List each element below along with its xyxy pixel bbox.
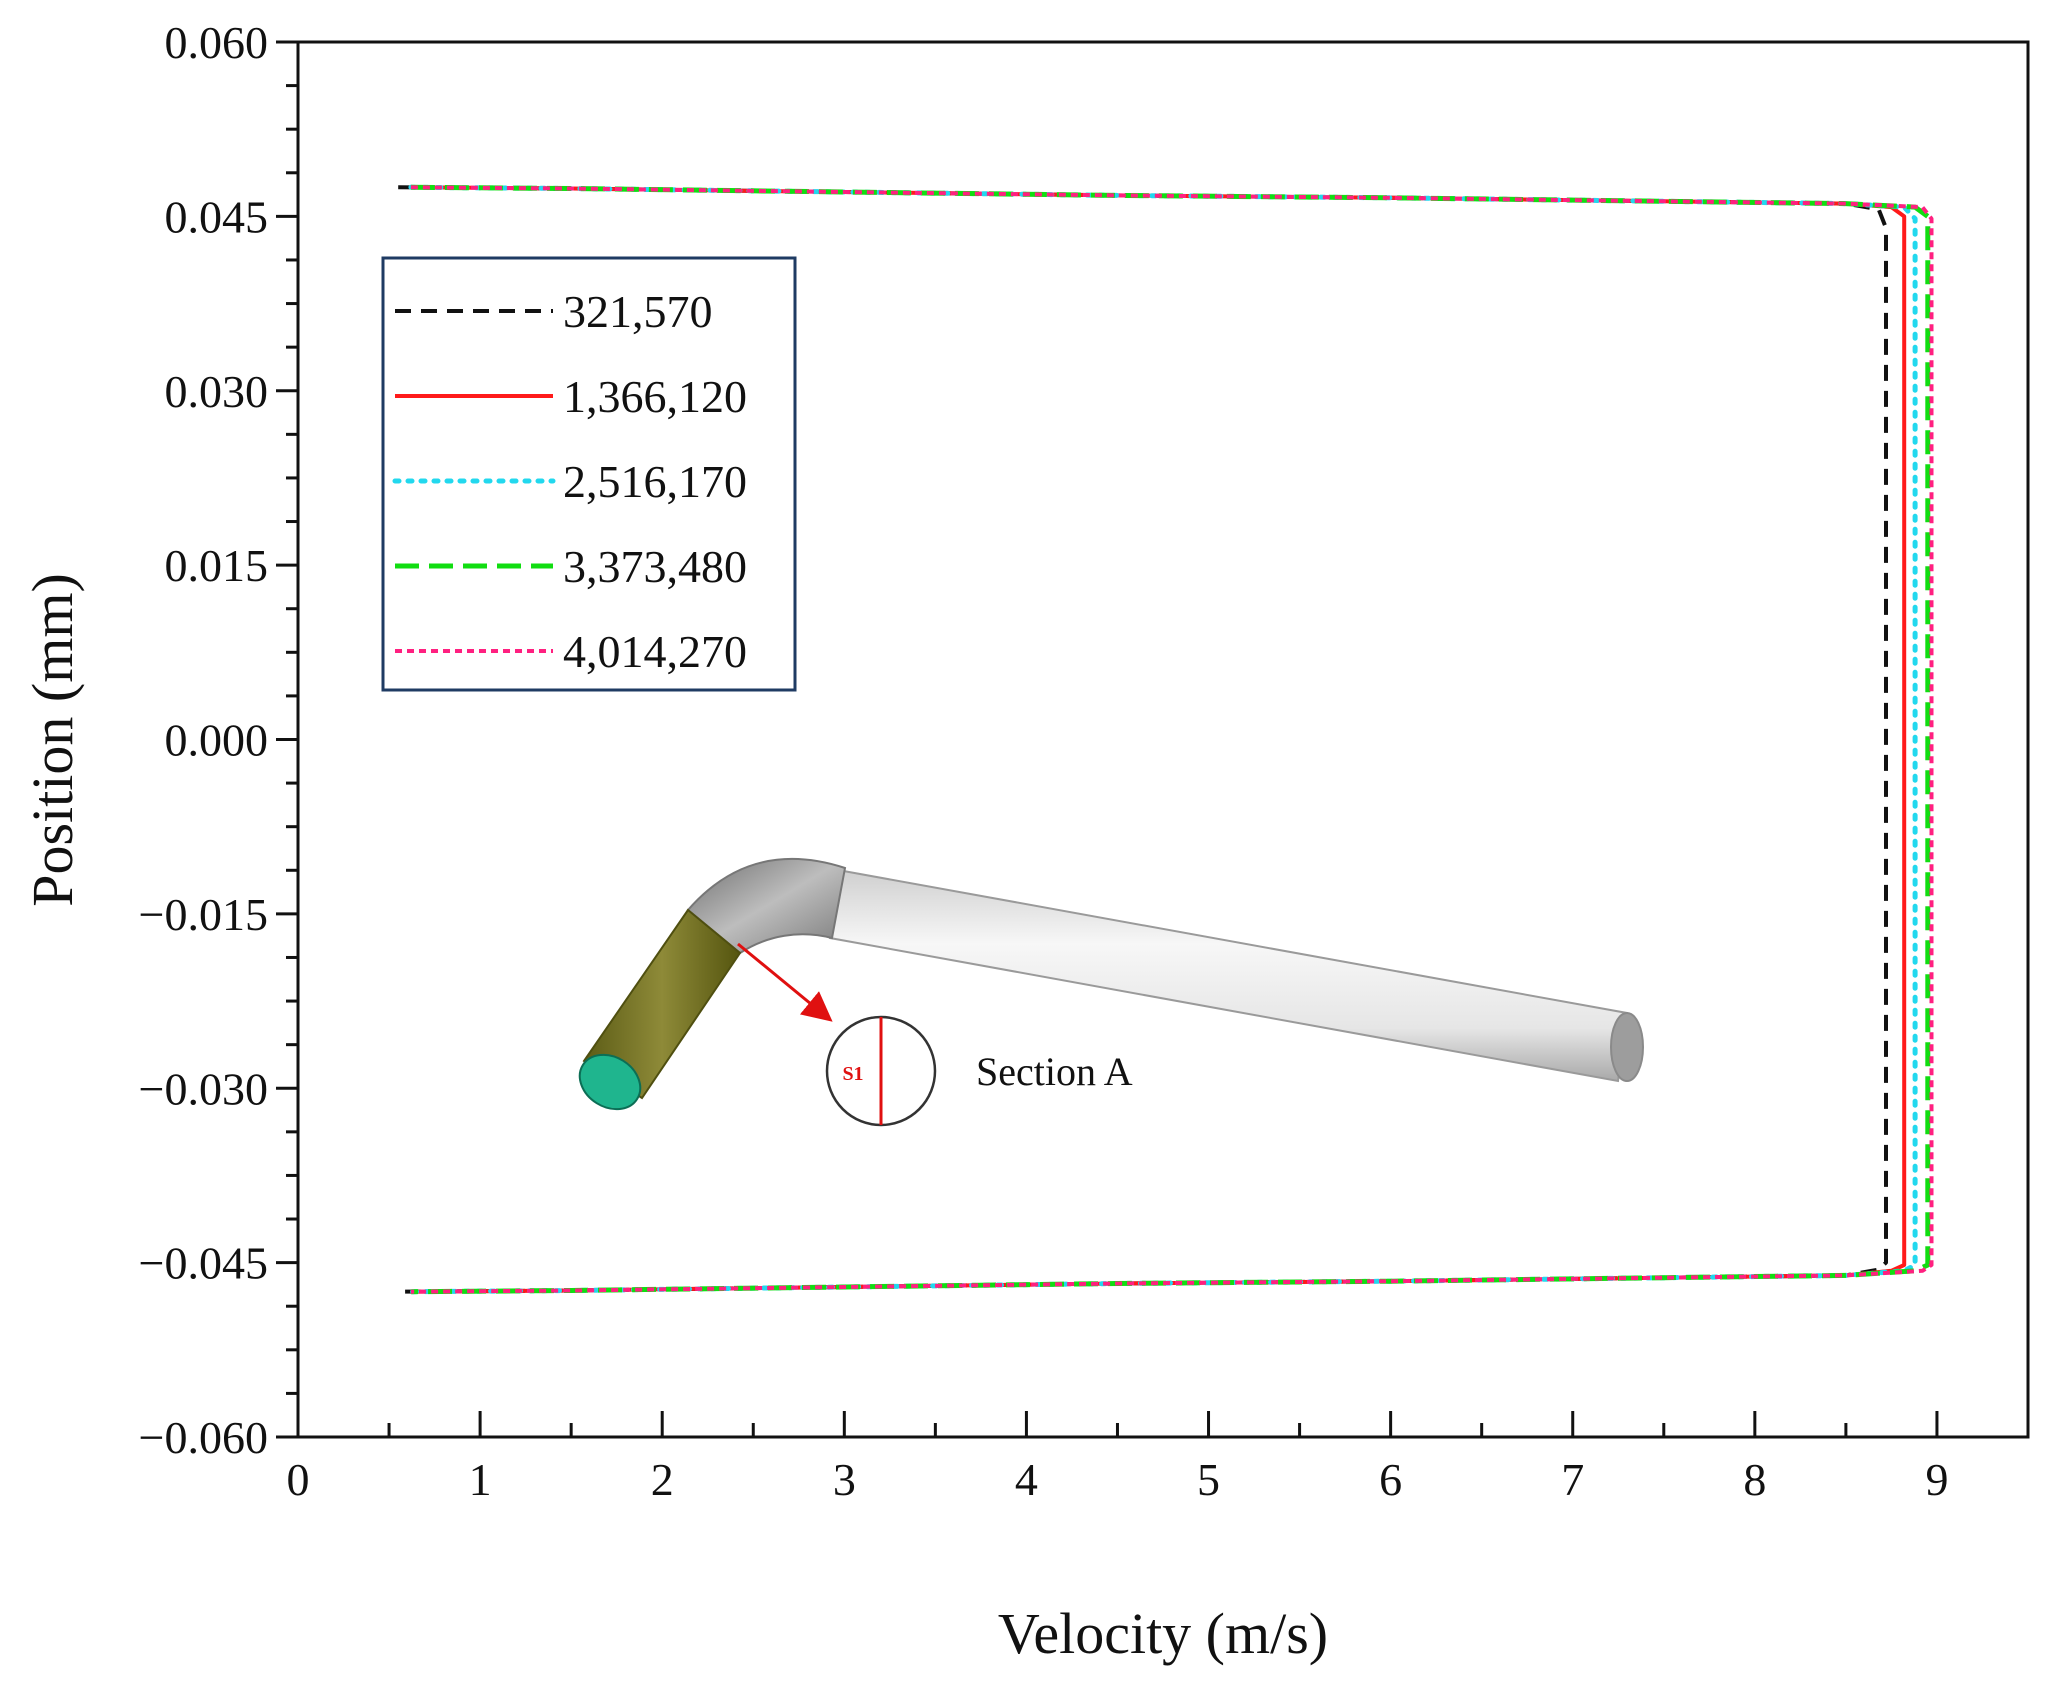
pipe-inlet — [578, 1053, 642, 1111]
pipe-bend — [686, 857, 847, 955]
legend-label-3: 2,516,170 — [563, 456, 747, 507]
series-line-1 — [398, 185, 1888, 1294]
series-line-5 — [410, 185, 1934, 1294]
y-tick-label: 0.015 — [165, 540, 269, 591]
legend: 321,570 1,366,120 2,516,170 3,373,480 4,014,… — [381, 256, 797, 692]
x-tick-label: 2 — [651, 1454, 674, 1505]
x-tick-label: 0 — [287, 1454, 310, 1505]
x-tick-label: 5 — [1197, 1454, 1220, 1505]
y-tick-label: −0.030 — [139, 1063, 268, 1114]
x-axis-title: Velocity (m/s) — [998, 1601, 1328, 1666]
x-tick-label: 4 — [1015, 1454, 1038, 1505]
y-axis-title: Position (mm) — [20, 573, 85, 907]
section-marker-label: S1 — [842, 1063, 863, 1085]
legend-label-2: 1,366,120 — [563, 371, 747, 422]
y-tick-label: −0.015 — [139, 889, 268, 940]
x-tick-label: 3 — [833, 1454, 856, 1505]
y-tick-label: 0.060 — [165, 17, 269, 68]
axis-ticks — [276, 40, 1939, 1439]
legend-box — [381, 256, 797, 692]
straight-pipe — [828, 868, 1629, 1083]
y-tick-label: 0.030 — [165, 366, 269, 417]
series-lines — [398, 184, 1934, 1295]
x-tick-label: 1 — [469, 1454, 492, 1505]
legend-label-1: 321,570 — [563, 286, 713, 337]
x-tick-label: 8 — [1743, 1454, 1766, 1505]
pipe-illustration: S1 Section A — [578, 857, 1644, 1127]
pipe-outlet — [1610, 1012, 1644, 1082]
plot-frame — [296, 40, 2030, 1439]
legend-label-5: 4,014,270 — [563, 626, 747, 677]
legend-label-4: 3,373,480 — [563, 541, 747, 592]
inlet-pipe — [582, 908, 742, 1100]
y-tick-label: −0.060 — [139, 1412, 268, 1463]
x-tick-label: 7 — [1561, 1454, 1584, 1505]
tick-labels: 0 1 2 3 4 5 6 7 8 9 0.060 0.045 0.030 0.015 0.000 −0.01… — [139, 17, 1949, 1505]
x-tick-label: 6 — [1379, 1454, 1402, 1505]
section-a-label: Section A — [976, 1049, 1133, 1094]
x-tick-label: 9 — [1925, 1454, 1948, 1505]
y-tick-label: 0.000 — [165, 715, 269, 766]
y-tick-label: 0.045 — [165, 191, 269, 242]
section-arrow — [737, 942, 833, 1022]
y-tick-label: −0.045 — [139, 1238, 268, 1289]
legend-entries: 321,570 1,366,120 2,516,170 3,373,480 4,014,… — [392, 286, 747, 677]
